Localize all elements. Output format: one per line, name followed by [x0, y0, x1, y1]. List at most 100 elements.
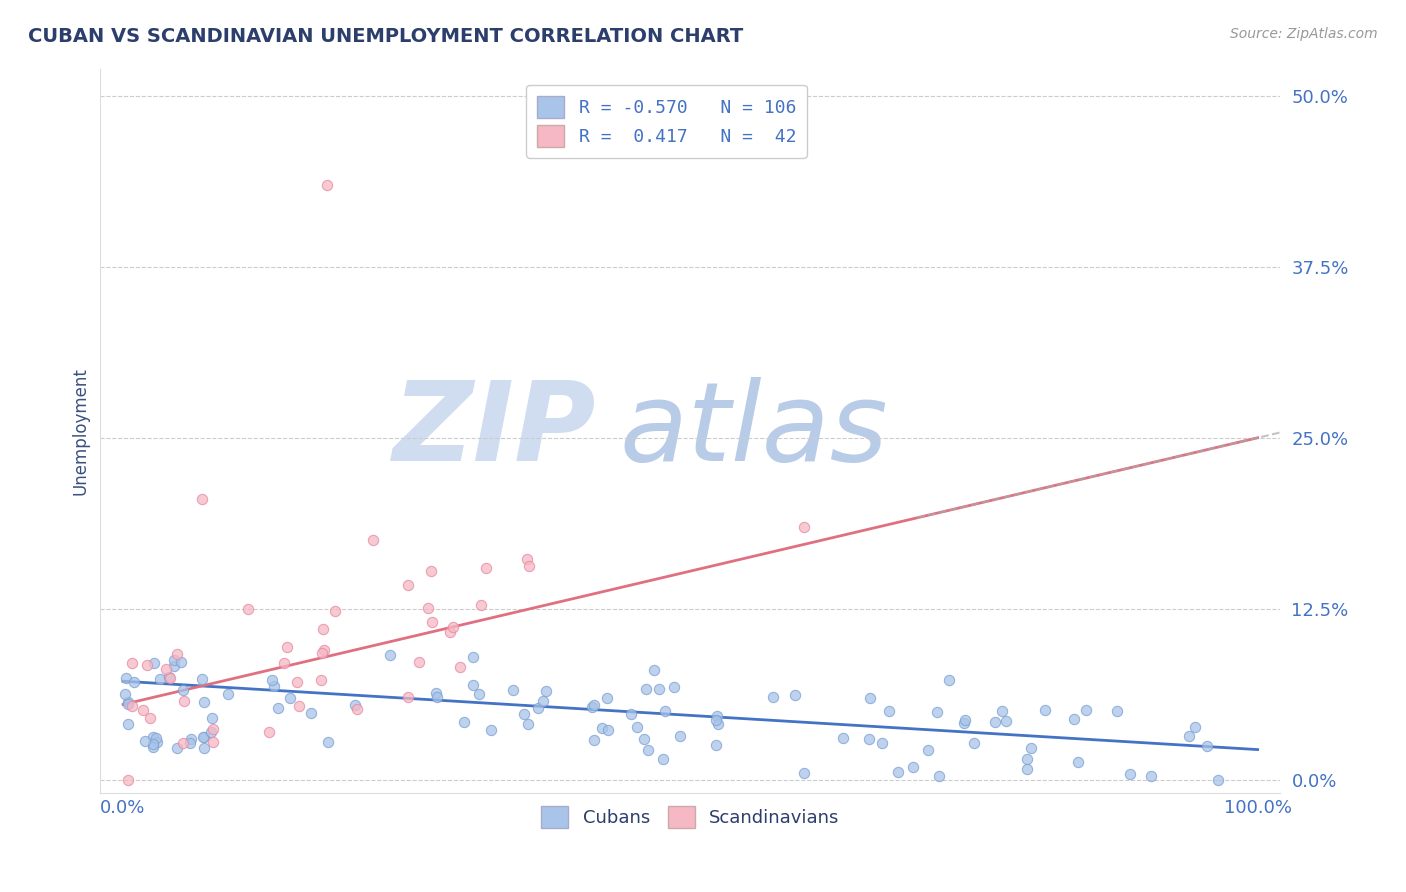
Point: [785, 688, 807, 702]
Text: ZIP: ZIP: [392, 377, 596, 484]
Point: [475, 560, 498, 574]
Point: [877, 704, 900, 718]
Point: [707, 717, 730, 731]
Point: [938, 673, 960, 688]
Point: [420, 615, 443, 629]
Point: [263, 679, 285, 693]
Point: [1015, 752, 1038, 766]
Point: [193, 730, 215, 744]
Point: [136, 657, 159, 672]
Point: [648, 682, 671, 697]
Point: [591, 721, 613, 735]
Point: [396, 690, 419, 704]
Point: [704, 738, 727, 752]
Point: [163, 653, 186, 667]
Point: [925, 705, 948, 719]
Point: [138, 711, 160, 725]
Point: [516, 552, 538, 566]
Point: [173, 694, 195, 708]
Point: [963, 736, 986, 750]
Point: [346, 702, 368, 716]
Point: [149, 673, 172, 687]
Point: [134, 734, 156, 748]
Point: [145, 735, 167, 749]
Point: [793, 765, 815, 780]
Point: [468, 687, 491, 701]
Point: [278, 690, 301, 705]
Point: [172, 736, 194, 750]
Point: [201, 711, 224, 725]
Point: [582, 698, 605, 712]
Point: [193, 695, 215, 709]
Point: [121, 657, 143, 671]
Point: [1105, 704, 1128, 718]
Point: [479, 723, 502, 737]
Point: [1140, 769, 1163, 783]
Point: [117, 695, 139, 709]
Point: [463, 649, 485, 664]
Text: atlas: atlas: [620, 377, 889, 484]
Point: [534, 684, 557, 698]
Point: [114, 687, 136, 701]
Point: [117, 697, 139, 711]
Point: [276, 640, 298, 654]
Point: [793, 519, 815, 533]
Point: [180, 732, 202, 747]
Point: [651, 752, 673, 766]
Point: [142, 656, 165, 670]
Point: [311, 646, 333, 660]
Point: [190, 672, 212, 686]
Point: [598, 723, 620, 738]
Point: [162, 659, 184, 673]
Point: [870, 736, 893, 750]
Point: [453, 714, 475, 729]
Point: [408, 655, 430, 669]
Point: [145, 731, 167, 745]
Point: [193, 740, 215, 755]
Point: [157, 670, 180, 684]
Point: [260, 673, 283, 687]
Point: [527, 701, 550, 715]
Point: [191, 492, 214, 507]
Point: [117, 716, 139, 731]
Point: [626, 720, 648, 734]
Point: [654, 704, 676, 718]
Point: [200, 724, 222, 739]
Point: [172, 682, 194, 697]
Point: [517, 717, 540, 731]
Point: [1019, 740, 1042, 755]
Text: Source: ZipAtlas.com: Source: ZipAtlas.com: [1230, 27, 1378, 41]
Point: [991, 704, 1014, 718]
Point: [439, 624, 461, 639]
Point: [1063, 712, 1085, 726]
Point: [1184, 720, 1206, 734]
Point: [669, 729, 692, 743]
Point: [166, 741, 188, 756]
Point: [984, 714, 1007, 729]
Point: [1015, 763, 1038, 777]
Point: [323, 604, 346, 618]
Point: [953, 713, 976, 727]
Point: [502, 683, 524, 698]
Point: [859, 691, 882, 706]
Point: [287, 674, 309, 689]
Point: [620, 707, 643, 722]
Point: [420, 565, 443, 579]
Point: [117, 772, 139, 787]
Point: [273, 656, 295, 670]
Point: [155, 662, 177, 676]
Point: [1177, 729, 1199, 743]
Point: [170, 655, 193, 669]
Point: [378, 648, 401, 662]
Point: [1119, 767, 1142, 781]
Point: [858, 731, 880, 746]
Point: [1206, 772, 1229, 787]
Point: [633, 732, 655, 747]
Point: [928, 768, 950, 782]
Point: [201, 723, 224, 737]
Point: [115, 671, 138, 685]
Point: [441, 619, 464, 633]
Point: [179, 736, 201, 750]
Text: CUBAN VS SCANDINAVIAN UNEMPLOYMENT CORRELATION CHART: CUBAN VS SCANDINAVIAN UNEMPLOYMENT CORRE…: [28, 27, 744, 45]
Point: [166, 647, 188, 661]
